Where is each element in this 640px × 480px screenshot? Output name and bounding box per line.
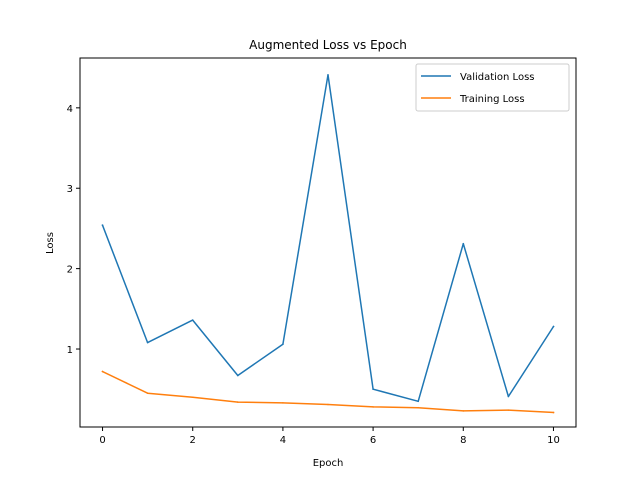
- legend: Validation Loss Training Loss: [415, 63, 570, 112]
- data-point-training-loss: [282, 402, 284, 404]
- data-point-training-loss: [101, 370, 104, 373]
- y-tick-label: 4: [67, 104, 73, 115]
- data-point-training-loss: [462, 410, 465, 412]
- data-point-validation-loss: [552, 325, 555, 328]
- data-point-validation-loss: [191, 319, 194, 321]
- data-point-training-loss: [417, 406, 419, 409]
- data-point-validation-loss: [101, 224, 104, 227]
- x-tick-label: 0: [99, 435, 105, 446]
- legend-box: [415, 63, 570, 112]
- data-point-training-loss: [191, 396, 194, 399]
- data-point-validation-loss: [282, 343, 284, 345]
- data-point-training-loss: [327, 403, 329, 406]
- x-tick-label: 2: [190, 435, 196, 446]
- y-axis-label: Loss: [45, 232, 56, 254]
- y-tick-label: 2: [67, 265, 73, 276]
- data-point-validation-loss: [417, 400, 419, 403]
- series-layer: [101, 74, 555, 414]
- x-tick-label: 8: [460, 435, 466, 446]
- data-point-training-loss: [552, 411, 555, 414]
- legend-label-validation-loss: Validation Loss: [460, 72, 535, 83]
- chart-title: Augmented Loss vs Epoch: [249, 38, 407, 52]
- y-tick-label: 3: [67, 184, 73, 195]
- data-point-validation-loss: [146, 341, 149, 344]
- plot-frame: [79, 57, 577, 428]
- data-point-training-loss: [146, 392, 149, 395]
- data-point-training-loss: [507, 409, 510, 411]
- y-tick-label: 1: [67, 345, 73, 356]
- x-tick-label: 6: [370, 435, 376, 446]
- data-point-validation-loss: [462, 242, 465, 245]
- data-point-training-loss: [237, 401, 239, 403]
- data-point-validation-loss: [237, 374, 239, 377]
- x-axis-label: Epoch: [313, 458, 344, 469]
- data-point-validation-loss: [372, 388, 374, 391]
- data-point-validation-loss: [507, 395, 510, 398]
- legend-label-training-loss: Training Loss: [459, 94, 525, 105]
- data-point-validation-loss: [327, 74, 329, 76]
- x-tick-label: 10: [547, 435, 560, 446]
- x-tick-label: 4: [280, 435, 286, 446]
- data-point-training-loss: [372, 406, 374, 408]
